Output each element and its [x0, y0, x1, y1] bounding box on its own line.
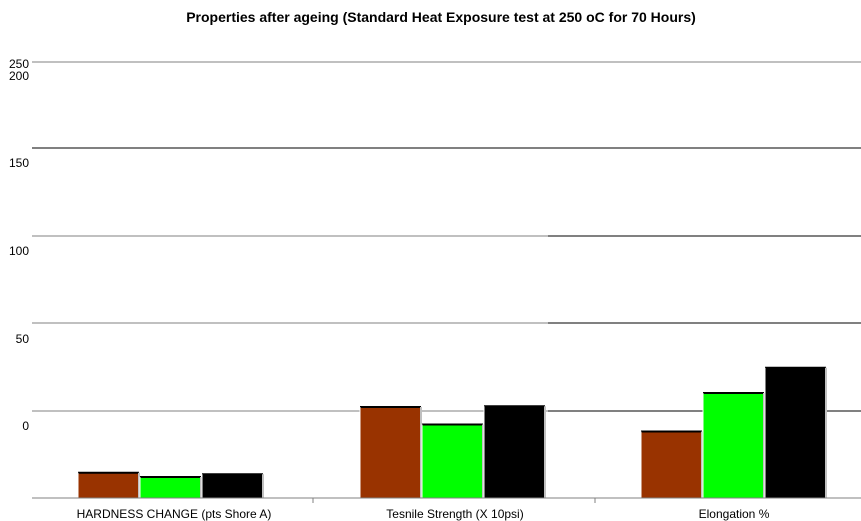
- y-tick-label: 100: [9, 244, 29, 258]
- bar: [201, 473, 264, 498]
- bars: [77, 366, 827, 498]
- y-tick-label: 0: [22, 419, 29, 433]
- y-tick-label: 250: [9, 57, 29, 71]
- bar: [359, 406, 422, 498]
- bar: [77, 471, 140, 498]
- y-tick-label: 150: [9, 156, 29, 170]
- x-axis-categories: HARDNESS CHANGE (pts Shore A) Tesnile Str…: [77, 498, 770, 521]
- bar: [483, 405, 546, 498]
- chart-title: Properties after ageing (Standard Heat E…: [186, 9, 696, 25]
- bar: [764, 366, 827, 498]
- y-tick-label: 200: [9, 69, 29, 83]
- x-category-label: Tesnile Strength (X 10psi): [386, 507, 523, 521]
- y-tick-label: 50: [16, 332, 30, 346]
- x-category-label: HARDNESS CHANGE (pts Shore A): [77, 507, 272, 521]
- bar: [702, 392, 765, 498]
- x-category-label: Elongation %: [699, 507, 770, 521]
- grid-lines: [32, 61, 861, 412]
- bar: [640, 430, 703, 498]
- bar: [421, 423, 484, 498]
- bar: [139, 476, 202, 498]
